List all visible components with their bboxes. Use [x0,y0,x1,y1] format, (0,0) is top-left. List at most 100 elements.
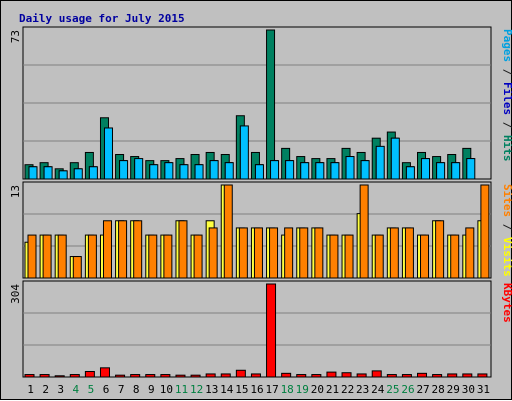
panel-top-legend: Pages / Files / Hits [501,29,512,162]
bar-kbytes-day-2 [39,374,50,378]
x-tick-2: 2 [42,383,49,396]
bar-kbytes-day-21 [326,371,337,378]
x-tick-12: 12 [190,383,203,396]
bar-kbytes-day-31 [477,373,488,378]
bar-sites-day-11 [178,220,188,279]
bar-pages-day-12 [194,164,204,180]
bar-pages-day-3 [58,170,68,180]
bar-sites-day-27 [420,234,430,279]
bar-kbytes-day-30 [462,373,473,378]
bar-sites-day-6 [102,220,112,279]
x-tick-14: 14 [220,383,234,396]
panel-mid-max-label: 13 [9,185,22,198]
bar-sites-day-1 [27,234,37,279]
bar-pages-day-27 [421,158,431,180]
panel-bot-area [22,280,492,378]
legend-part: KBytes [501,283,512,323]
x-tick-16: 16 [250,383,263,396]
x-tick-1: 1 [27,383,34,396]
bar-sites-day-26 [404,227,414,279]
legend-part: Hits [501,135,512,162]
bar-kbytes-day-6 [99,367,110,378]
x-tick-11: 11 [175,383,188,396]
bar-sites-day-30 [465,227,475,279]
bar-kbytes-day-20 [311,374,322,378]
bar-sites-day-21 [329,234,339,279]
x-tick-25: 25 [386,383,399,396]
x-tick-24: 24 [371,383,385,396]
bar-kbytes-day-14 [220,373,231,378]
bar-sites-day-19 [299,227,309,279]
x-tick-5: 5 [88,383,95,396]
bar-sites-day-20 [314,227,324,279]
panel-mid: 13 Sites / Visits [9,181,512,279]
bar-sites-day-22 [344,234,354,279]
bar-kbytes-day-13 [205,373,216,378]
bar-kbytes-day-26 [401,374,412,378]
bar-sites-day-23 [359,184,369,279]
bar-pages-day-28 [436,162,446,180]
panel-bot: 304 KBytes [9,280,512,378]
bar-pages-day-10 [164,162,174,180]
bar-pages-day-1 [28,166,38,180]
bar-sites-day-4 [72,256,82,279]
bar-pages-day-18 [285,160,295,180]
bar-sites-day-16 [253,227,263,279]
bar-kbytes-day-22 [341,372,352,378]
chart-panels: 73 Pages / Files / Hits 13 Sites / Visits 30… [9,26,512,378]
bar-pages-day-21 [330,162,340,180]
bar-sites-day-10 [163,234,173,279]
bar-sites-day-5 [87,234,97,279]
x-tick-18: 18 [281,383,294,396]
bar-sites-day-13 [208,227,218,279]
bar-kbytes-day-11 [175,374,186,378]
x-tick-13: 13 [205,383,218,396]
bar-kbytes-day-18 [281,372,292,378]
legend-part: Visits [501,237,512,277]
bar-kbytes-day-24 [371,370,382,378]
panel-mid-bars [24,184,490,279]
bar-pages-day-13 [209,160,219,180]
bar-sites-day-7 [118,220,128,279]
bar-pages-day-2 [43,166,53,180]
bar-kbytes-day-10 [160,374,171,378]
bar-pages-day-23 [360,160,370,180]
legend-part: / [501,217,512,237]
bar-kbytes-day-3 [54,375,65,378]
bar-pages-day-16 [254,164,264,180]
x-tick-26: 26 [401,383,414,396]
x-tick-22: 22 [341,383,354,396]
legend-part: Sites [501,184,512,217]
bar-sites-day-24 [374,234,384,279]
bar-kbytes-day-7 [115,374,126,378]
bar-kbytes-day-16 [250,373,261,378]
panel-top-bars [24,29,476,180]
bar-sites-day-31 [480,184,490,279]
bar-pages-day-9 [149,164,159,180]
x-tick-8: 8 [133,383,140,396]
x-tick-28: 28 [432,383,445,396]
x-tick-20: 20 [311,383,324,396]
bar-kbytes-day-19 [296,374,307,378]
bar-pages-day-29 [451,162,461,180]
x-tick-10: 10 [160,383,173,396]
bar-kbytes-day-17 [266,283,277,378]
bar-sites-day-8 [133,220,143,279]
bar-pages-day-17 [270,160,280,180]
x-tick-23: 23 [356,383,369,396]
panel-top: 73 Pages / Files / Hits [9,26,512,180]
legend-part: Files [501,82,512,115]
bar-kbytes-day-8 [130,374,141,378]
bar-pages-day-15 [239,125,249,180]
bar-kbytes-day-25 [386,374,397,378]
legend-part: / [501,115,512,135]
bar-pages-day-4 [73,168,83,180]
bar-pages-day-19 [300,162,310,180]
panel-bot-legend: KBytes [501,283,512,323]
bar-sites-day-9 [148,234,158,279]
x-tick-labels: 1 2 3 4 5 6 7 8 9 10 11 12 13 14 15 16 17 18 19 20 21 22 23 24 2… [27,383,490,396]
bar-pages-day-11 [179,164,189,180]
bar-sites-day-15 [238,227,248,279]
